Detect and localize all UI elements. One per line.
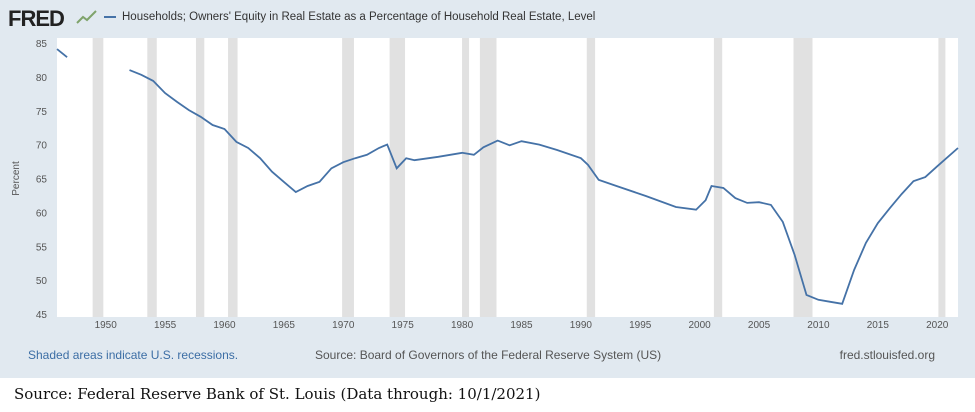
recession-band (462, 38, 470, 317)
y-tick-label: 55 (36, 242, 48, 253)
recession-band (389, 38, 406, 317)
series-title: Households; Owners' Equity in Real Estat… (122, 11, 596, 23)
site-link[interactable]: fred.stlouisfed.org (839, 348, 935, 362)
recession-band (195, 38, 205, 317)
recession-band (938, 38, 946, 317)
x-tick-label: 1990 (570, 320, 593, 331)
x-tick-label: 1970 (332, 320, 355, 331)
series-line (129, 69, 959, 305)
recession-note: Shaded areas indicate U.S. recessions. (28, 348, 239, 362)
x-tick-label: 1975 (392, 320, 415, 331)
recession-band (713, 38, 723, 317)
x-tick-label: 1965 (273, 320, 296, 331)
x-tick-label: 2015 (867, 320, 890, 331)
source-note: Source: Board of Governors of the Federa… (315, 348, 662, 362)
x-tick-label: 1950 (95, 320, 118, 331)
y-tick-label: 45 (36, 310, 48, 321)
recession-band (92, 38, 104, 317)
y-axis-label: Percent (11, 161, 22, 196)
y-tick-label: 50 (36, 276, 48, 287)
y-tick-label: 80 (36, 73, 48, 84)
recession-band (147, 38, 157, 317)
caption: Source: Federal Reserve Bank of St. Loui… (14, 385, 541, 403)
y-tick-label: 65 (36, 175, 48, 186)
y-tick-label: 60 (36, 208, 48, 219)
x-tick-label: 1985 (510, 320, 533, 331)
x-tick-label: 2000 (689, 320, 712, 331)
y-tick-label: 75 (36, 107, 48, 118)
fred-logo[interactable]: FRED (8, 6, 65, 31)
x-tick-label: 1955 (154, 320, 177, 331)
recession-band (479, 38, 497, 317)
series-line (56, 48, 68, 58)
x-tick-label: 1960 (213, 320, 236, 331)
y-tick-label: 85 (36, 39, 48, 50)
x-tick-label: 2010 (807, 320, 830, 331)
recession-band (228, 38, 238, 317)
recession-band (586, 38, 596, 317)
series-legend[interactable]: Households; Owners' Equity in Real Estat… (104, 11, 595, 23)
x-tick-label: 2020 (926, 320, 949, 331)
x-tick-label: 1995 (629, 320, 652, 331)
line-chart: 45 50 55 60 65 70 75 80 85 1950 1955 1960 1965 1970 19… (11, 38, 959, 331)
recession-band (342, 38, 354, 317)
x-tick-label: 1980 (451, 320, 474, 331)
x-tick-label: 2005 (748, 320, 771, 331)
recession-band (793, 38, 813, 317)
plot-area (57, 38, 958, 317)
legend-line-icon (104, 15, 116, 18)
logo-graph-icon (76, 10, 97, 24)
y-tick-label: 70 (36, 141, 48, 152)
